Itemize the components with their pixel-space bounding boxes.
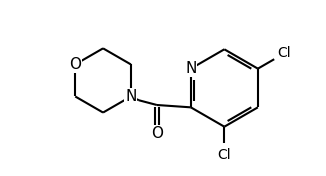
Text: O: O xyxy=(69,57,81,72)
Text: Cl: Cl xyxy=(278,46,291,60)
Text: N: N xyxy=(185,61,197,76)
Text: Cl: Cl xyxy=(217,148,231,162)
Text: N: N xyxy=(125,89,137,104)
Text: O: O xyxy=(151,126,163,141)
